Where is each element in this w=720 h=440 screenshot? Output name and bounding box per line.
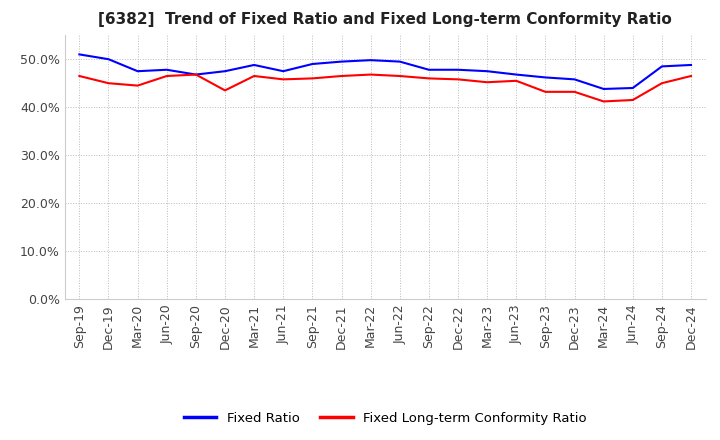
Fixed Long-term Conformity Ratio [192,72,200,77]
Fixed Ratio [163,67,171,73]
Fixed Long-term Conformity Ratio [366,72,375,77]
Fixed Ratio [425,67,433,73]
Fixed Ratio [279,69,287,74]
Line: Fixed Long-term Conformity Ratio: Fixed Long-term Conformity Ratio [79,74,691,102]
Legend: Fixed Ratio, Fixed Long-term Conformity Ratio: Fixed Ratio, Fixed Long-term Conformity … [179,406,592,430]
Fixed Ratio [687,62,696,68]
Title: [6382]  Trend of Fixed Ratio and Fixed Long-term Conformity Ratio: [6382] Trend of Fixed Ratio and Fixed Lo… [99,12,672,27]
Fixed Ratio [629,85,637,91]
Fixed Ratio [220,69,229,74]
Fixed Long-term Conformity Ratio [250,73,258,79]
Fixed Ratio [250,62,258,68]
Fixed Long-term Conformity Ratio [163,73,171,79]
Fixed Long-term Conformity Ratio [570,89,579,95]
Fixed Long-term Conformity Ratio [454,77,462,82]
Fixed Ratio [657,64,666,69]
Fixed Ratio [541,75,550,80]
Fixed Long-term Conformity Ratio [541,89,550,95]
Fixed Long-term Conformity Ratio [75,73,84,79]
Fixed Long-term Conformity Ratio [512,78,521,84]
Fixed Ratio [599,86,608,92]
Fixed Long-term Conformity Ratio [629,97,637,103]
Fixed Ratio [104,57,113,62]
Fixed Long-term Conformity Ratio [104,81,113,86]
Fixed Ratio [337,59,346,64]
Fixed Long-term Conformity Ratio [687,73,696,79]
Fixed Ratio [366,58,375,63]
Fixed Long-term Conformity Ratio [337,73,346,79]
Fixed Ratio [308,61,317,66]
Fixed Long-term Conformity Ratio [279,77,287,82]
Fixed Long-term Conformity Ratio [395,73,404,79]
Fixed Ratio [395,59,404,64]
Fixed Ratio [483,69,492,74]
Line: Fixed Ratio: Fixed Ratio [79,55,691,89]
Fixed Ratio [570,77,579,82]
Fixed Long-term Conformity Ratio [599,99,608,104]
Fixed Ratio [192,72,200,77]
Fixed Ratio [75,52,84,57]
Fixed Long-term Conformity Ratio [425,76,433,81]
Fixed Long-term Conformity Ratio [220,88,229,93]
Fixed Long-term Conformity Ratio [308,76,317,81]
Fixed Ratio [512,72,521,77]
Fixed Long-term Conformity Ratio [133,83,142,88]
Fixed Long-term Conformity Ratio [483,80,492,85]
Fixed Ratio [133,69,142,74]
Fixed Long-term Conformity Ratio [657,81,666,86]
Fixed Ratio [454,67,462,73]
